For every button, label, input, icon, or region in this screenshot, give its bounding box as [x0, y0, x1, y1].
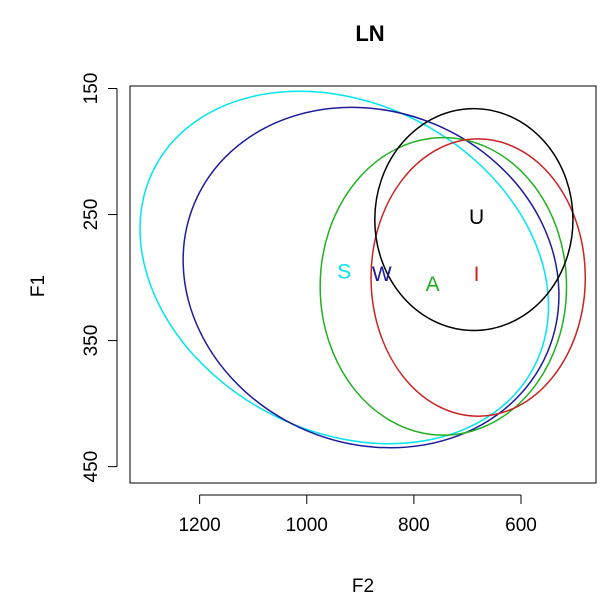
y-tick-label: 250 — [81, 199, 102, 231]
ellipse-w — [182, 106, 560, 449]
x-tick-label: 1200 — [178, 515, 220, 536]
ellipse-u — [374, 107, 574, 332]
ellipse-s — [139, 90, 550, 445]
y-tick-label: 150 — [81, 73, 102, 105]
y-tick-label: 350 — [81, 325, 102, 357]
x-tick-label: 800 — [398, 515, 430, 536]
label-i: I — [474, 263, 480, 286]
ellipses-layer — [139, 90, 587, 449]
plot-frame — [129, 85, 597, 484]
x-tick-label: 1000 — [286, 515, 328, 536]
label-a: A — [426, 273, 440, 296]
label-s: S — [337, 260, 351, 283]
x-tick-label: 600 — [505, 515, 537, 536]
chart-title: LN — [355, 21, 384, 46]
y-tick-label: 450 — [81, 451, 102, 483]
y-axis-label: F1 — [28, 275, 49, 297]
label-u: U — [469, 206, 484, 229]
ellipse-a — [319, 136, 568, 436]
x-axis-label: F2 — [352, 576, 374, 597]
vowel-labels-layer: S W A I U — [337, 206, 484, 296]
label-w: W — [372, 263, 392, 286]
y-axis: 150 250 350 450 — [81, 73, 118, 483]
x-axis: 1200 1000 800 600 — [178, 494, 537, 536]
ellipse-i — [370, 138, 587, 417]
